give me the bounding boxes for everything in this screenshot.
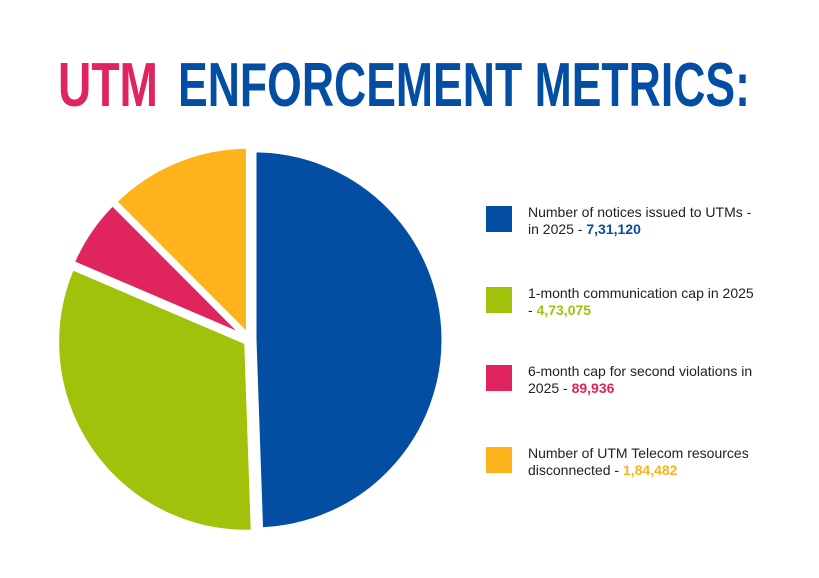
legend-label: Number of UTM Telecom resources disconne… — [528, 445, 749, 478]
legend-entry: 6-month cap for second violations in 202… — [528, 363, 758, 397]
value-label: 1,84,482 — [622, 462, 678, 478]
title: ENFORCEMENT METRICS: — [178, 51, 750, 120]
pie-slice — [110, 143, 251, 343]
pie-slice — [251, 147, 447, 533]
value-label: 4,73,075 — [536, 302, 592, 318]
legend-swatch — [486, 365, 512, 391]
legend-entry: Number of UTM Telecom resources disconne… — [528, 445, 758, 479]
legend-entry: 1-month communication cap in 2025 - 4,73… — [528, 285, 758, 319]
legend-entry: Number of notices issued to UTMs - in 20… — [528, 204, 758, 238]
legend-swatch — [486, 206, 512, 232]
value-label: 7,31,120 — [586, 221, 641, 237]
legend-label: 1-month communication cap in 2025 - — [528, 285, 754, 318]
legend-swatch — [486, 287, 512, 313]
pie-slice — [54, 264, 256, 535]
legend-swatch — [486, 447, 512, 473]
legend-label: 6-month cap for second violations in 202… — [528, 363, 753, 396]
value-label: 89,936 — [571, 380, 615, 396]
legend-label: Number of notices issued to UTMs - in 20… — [528, 204, 752, 237]
title-highlight: UTM — [58, 51, 158, 120]
